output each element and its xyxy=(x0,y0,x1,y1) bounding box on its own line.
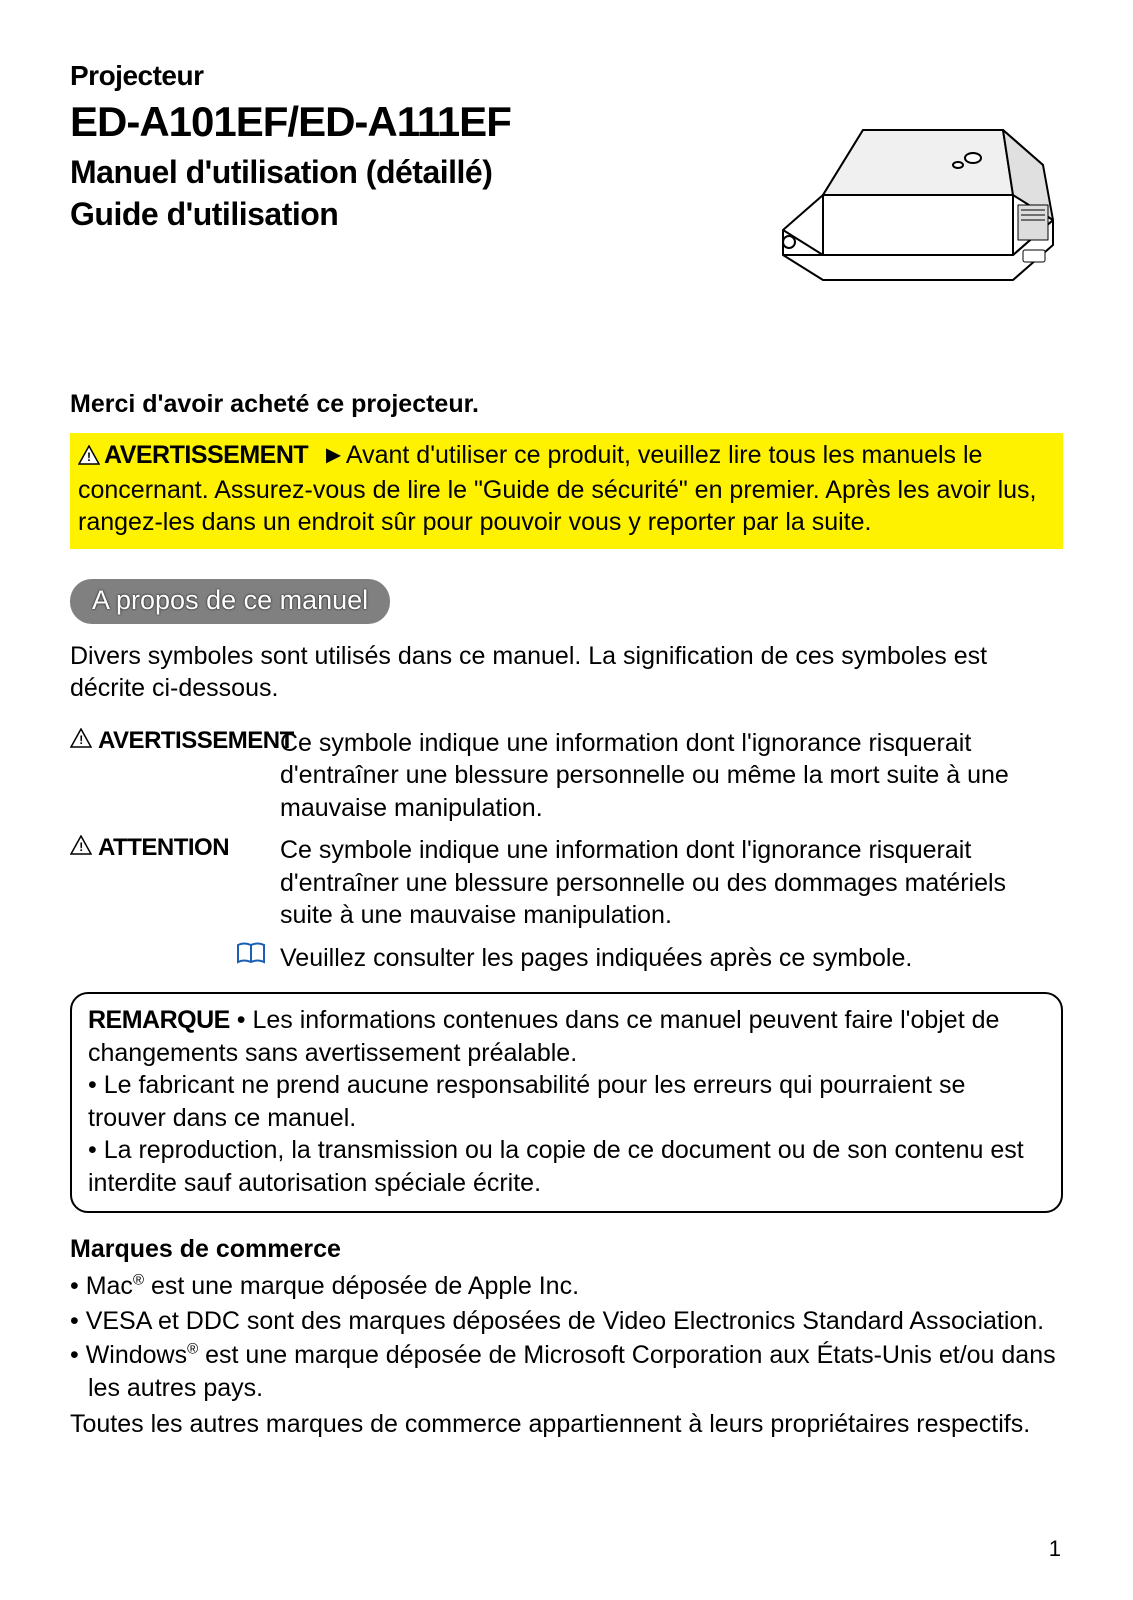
avertissement-desc: Ce symbole indique une information dont … xyxy=(280,727,1063,825)
attention-label: ! ATTENTION xyxy=(70,834,280,862)
book-desc: Veuillez consulter les pages indiquées a… xyxy=(280,942,1063,975)
remark-box: REMARQUE • Les informations contenues da… xyxy=(70,992,1063,1213)
product-category: Projecteur xyxy=(70,60,763,92)
manual-page: Projecteur ED-A101EF/ED-A111EF Manuel d'… xyxy=(0,0,1133,1600)
section-intro: Divers symboles sont utilisés dans ce ma… xyxy=(70,640,1063,705)
remark-label: REMARQUE xyxy=(88,1006,230,1034)
trademark-item-1: • Mac® est une marque déposée de Apple I… xyxy=(70,1270,1063,1303)
warning-arrow: ► xyxy=(321,441,346,469)
warning-box: ! AVERTISSEMENT ►Avant d'utiliser ce pro… xyxy=(70,433,1063,549)
header-text-block: Projecteur ED-A101EF/ED-A111EF Manuel d'… xyxy=(70,60,763,235)
page-header: Projecteur ED-A101EF/ED-A111EF Manuel d'… xyxy=(70,60,1063,300)
trademarks-title: Marques de commerce xyxy=(70,1235,1063,1264)
product-model: ED-A101EF/ED-A111EF xyxy=(70,98,763,146)
attention-label-text: ATTENTION xyxy=(98,834,229,862)
remark-item-3: • La reproduction, la transmission ou la… xyxy=(88,1136,1024,1197)
book-icon-cell xyxy=(70,942,280,973)
avertissement-label-text: AVERTISSEMENT xyxy=(98,727,294,755)
attention-desc: Ce symbole indique une information dont … xyxy=(280,834,1063,932)
warning-triangle-icon: ! xyxy=(78,441,100,474)
remark-item-2: • Le fabricant ne prend aucune responsab… xyxy=(88,1071,965,1132)
warning-triangle-icon: ! xyxy=(70,727,92,755)
avertissement-label: ! AVERTISSEMENT xyxy=(70,727,280,755)
thanks-text: Merci d'avoir acheté ce projecteur. xyxy=(70,390,1063,419)
section-heading-pill: A propos de ce manuel xyxy=(70,579,390,624)
manual-subtitle-2: Guide d'utilisation xyxy=(70,194,763,236)
trademark-item-2: • VESA et DDC sont des marques déposées … xyxy=(70,1305,1063,1338)
projector-illustration xyxy=(763,110,1063,300)
warning-label: AVERTISSEMENT xyxy=(104,441,308,469)
trademarks-footer: Toutes les autres marques de commerce ap… xyxy=(70,1408,1063,1441)
svg-text:!: ! xyxy=(79,840,83,854)
symbol-row-avertissement: ! AVERTISSEMENT Ce symbole indique une i… xyxy=(70,727,1063,825)
book-icon xyxy=(236,942,266,973)
page-number: 1 xyxy=(1049,1536,1061,1562)
manual-subtitle-1: Manuel d'utilisation (détaillé) xyxy=(70,152,763,194)
trademark-item-3: • Windows® est une marque déposée de Mic… xyxy=(70,1339,1063,1404)
svg-text:!: ! xyxy=(87,450,91,464)
symbol-row-book: Veuillez consulter les pages indiquées a… xyxy=(70,942,1063,975)
warning-triangle-icon: ! xyxy=(70,834,92,862)
symbol-row-attention: ! ATTENTION Ce symbole indique une infor… xyxy=(70,834,1063,932)
svg-text:!: ! xyxy=(79,733,83,747)
